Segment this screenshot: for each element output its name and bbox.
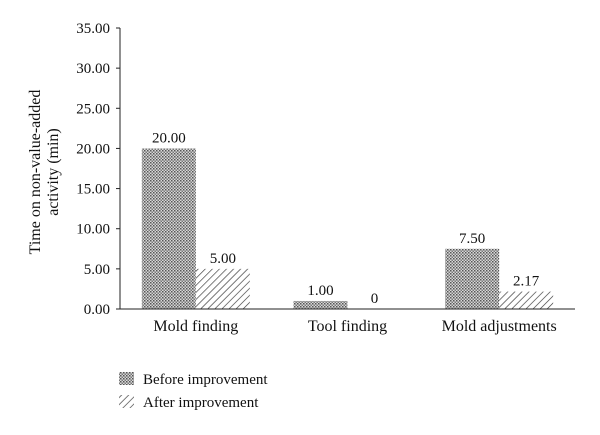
legend-label-before: Before improvement	[143, 372, 268, 388]
y-axis-ticks: 0.00 5.00 10.00 15.00 20.00 25.00 30.00 35.00	[76, 21, 120, 318]
y-axis-label-line-2: activity (min)	[45, 128, 62, 216]
y-tick-label: 25.00	[76, 101, 110, 117]
y-tick-label: 15.00	[76, 182, 110, 198]
data-label: 0	[371, 291, 379, 307]
y-axis-label: Time on non-value-added activity (min)	[27, 90, 62, 255]
bar-before-0	[141, 148, 196, 309]
data-label: 2.17	[513, 274, 540, 290]
y-tick-label: 20.00	[76, 141, 110, 157]
category-label: Mold finding	[153, 318, 238, 335]
y-tick-label: 5.00	[84, 262, 110, 278]
y-tick-label: 0.00	[84, 302, 110, 318]
data-label: 20.00	[152, 130, 186, 146]
y-tick-label: 35.00	[76, 21, 110, 37]
legend-swatch-after	[119, 395, 134, 408]
data-label: 1.00	[307, 283, 333, 299]
bar-after-2	[499, 291, 554, 309]
data-label: 7.50	[459, 231, 485, 247]
y-tick-label: 30.00	[76, 61, 110, 77]
data-label: 5.00	[210, 251, 236, 267]
category-label: Tool finding	[308, 318, 387, 335]
category-labels: Mold finding Tool finding Mold adjustments	[153, 318, 556, 335]
y-tick-label: 10.00	[76, 222, 110, 238]
legend-label-after: After improvement	[143, 395, 259, 411]
data-labels: 20.00 5.00 1.00 0 7.50 2.17	[152, 130, 540, 307]
bar-after-0	[195, 268, 250, 309]
category-label: Mold adjustments	[442, 318, 557, 335]
y-axis-label-line-1: Time on non-value-added	[27, 90, 44, 255]
legend: Before improvement After improvement	[119, 372, 268, 411]
bar-before-2	[445, 248, 500, 309]
legend-swatch-before	[119, 372, 134, 385]
bars	[141, 148, 554, 309]
bar-before-1	[293, 300, 348, 309]
